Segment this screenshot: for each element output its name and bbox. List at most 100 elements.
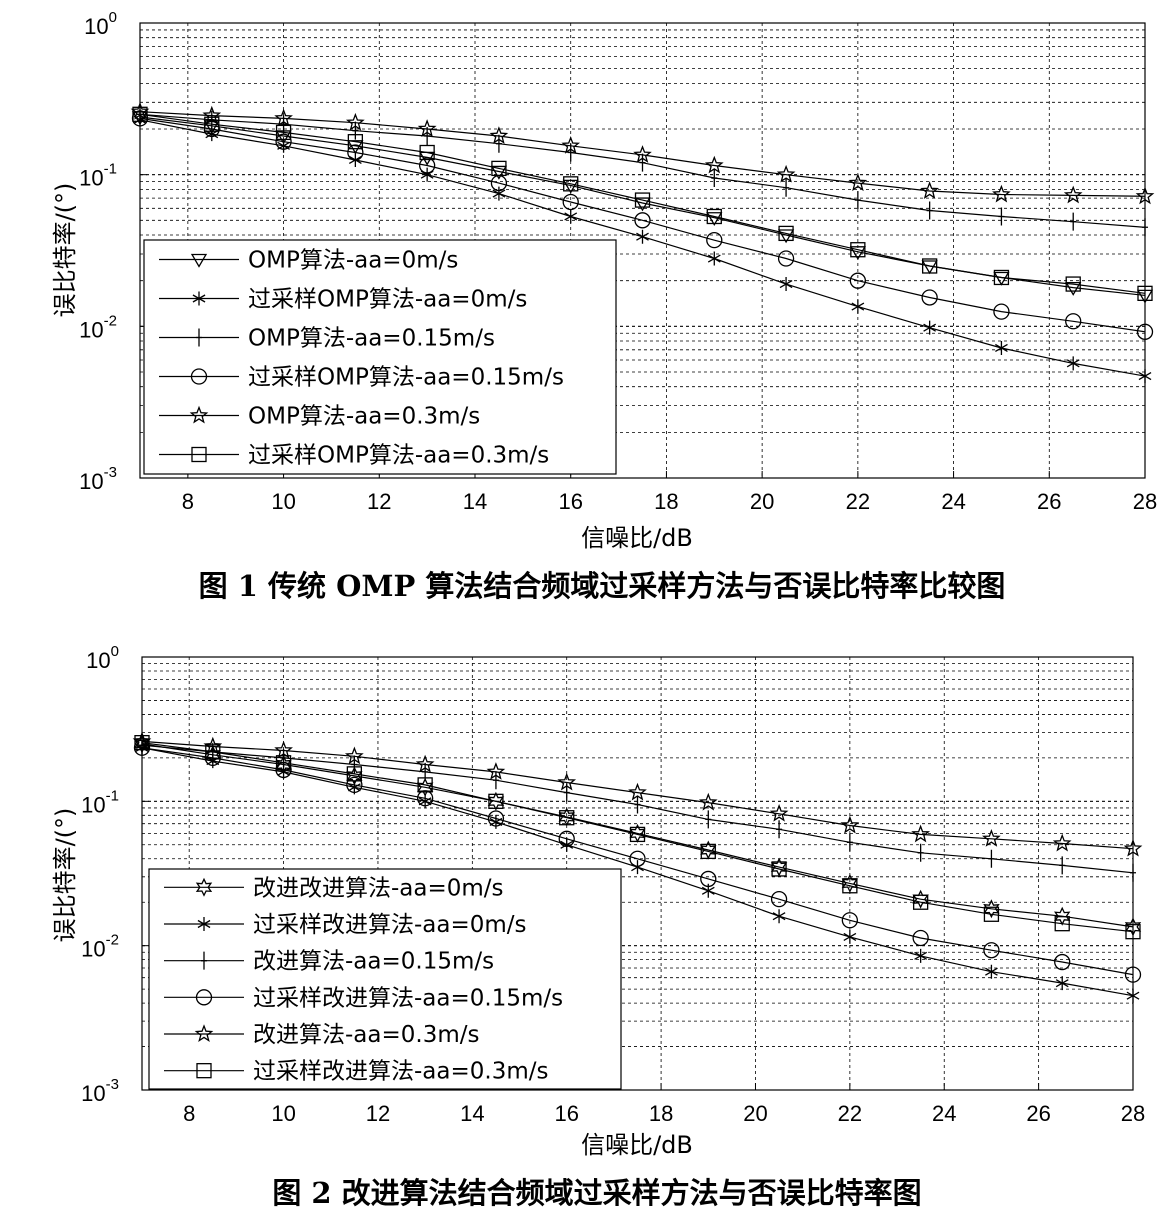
series-circle: [131, 110, 1154, 340]
x-tick-label: 8: [182, 489, 194, 514]
series-line: [141, 744, 1134, 874]
legend-marker: [195, 877, 213, 897]
series-group: [130, 101, 1155, 384]
data-point: [351, 755, 358, 774]
data-point: [776, 164, 796, 183]
legend-item: 过采样OMP算法-aa=0m/s: [159, 287, 527, 313]
data-point: [983, 906, 1000, 922]
data-point: [1070, 212, 1077, 231]
data-point: [564, 209, 578, 224]
series-group: [132, 731, 1143, 1003]
plot-frame: [139, 22, 1146, 479]
data-point: [777, 250, 795, 267]
data-point: [417, 777, 433, 793]
legend-label: OMP算法-aa=0.3m/s: [248, 404, 480, 430]
data-point: [776, 820, 783, 839]
data-point: [491, 160, 507, 177]
legend-item: 改进算法-aa=0.15m/s: [164, 949, 494, 975]
data-point: [352, 121, 359, 140]
data-point: [772, 909, 786, 924]
x-tick-label: 12: [366, 1101, 390, 1126]
data-point: [628, 782, 647, 801]
data-point: [988, 849, 995, 868]
series-line: [139, 111, 1146, 197]
data-point: [705, 810, 712, 829]
legend-marker: [196, 328, 202, 347]
data-point: [275, 133, 292, 150]
legend-label: 改进改进算法-aa=0m/s: [253, 875, 504, 901]
x-tick-label: 16: [554, 1101, 578, 1126]
figure-caption: 图 1 传统 OMP 算法结合频域过采样方法与否误比特率比较图: [199, 569, 1006, 603]
legend-item: 过采样改进算法-aa=0m/s: [164, 912, 527, 938]
data-point: [770, 891, 788, 908]
data-point: [634, 212, 651, 229]
data-point: [1055, 976, 1069, 991]
y-tick-label: 100: [84, 9, 117, 39]
data-point: [706, 208, 722, 225]
x-tick-label: 14: [460, 1101, 484, 1126]
series-plus: [139, 736, 1136, 882]
data-point: [1052, 833, 1072, 852]
data-point: [415, 754, 435, 773]
legend-label: 改进算法-aa=0.3m/s: [253, 1022, 479, 1048]
data-point: [846, 833, 853, 852]
data-point: [633, 145, 652, 163]
data-point: [926, 201, 933, 220]
legend-item: 过采样OMP算法-aa=0.15m/s: [159, 365, 564, 391]
legend-marker: [197, 917, 211, 931]
legend-item: OMP算法-aa=0.15m/s: [159, 326, 495, 352]
data-point: [700, 843, 716, 860]
x-tick-label: 14: [463, 489, 487, 514]
data-point: [917, 843, 924, 862]
data-point: [347, 144, 364, 161]
legend-box: [143, 239, 617, 475]
data-point: [492, 771, 499, 790]
data-point: [344, 746, 364, 765]
data-point: [488, 793, 504, 809]
data-point: [275, 755, 292, 771]
series-star: [130, 101, 1155, 205]
legend-label: 过采样OMP算法-aa=0.3m/s: [248, 443, 549, 469]
legend-marker: [189, 405, 209, 424]
data-point: [1065, 313, 1082, 330]
data-point: [275, 124, 292, 141]
data-point: [629, 850, 646, 867]
data-point: [347, 134, 364, 150]
data-point: [492, 186, 506, 201]
legend-label: 过采样改进算法-aa=0.15m/s: [253, 985, 563, 1011]
data-point: [779, 277, 793, 292]
data-point: [490, 165, 508, 180]
legend: OMP算法-aa=0m/s 过采样OMP算法-aa=0m/s OMP算法-aa=0.…: [143, 239, 617, 475]
chart-1: 8 10 12 14 16 18 20 22 24 26 28 100 10-1 10-2 10-3 信噪比/…: [51, 9, 1157, 603]
x-axis-label: 信噪比/dB: [581, 524, 693, 552]
data-point: [848, 173, 868, 192]
data-point: [629, 826, 646, 843]
legend-label: 过采样改进算法-aa=0.3m/s: [253, 1059, 548, 1085]
y-tick-label: 10-1: [81, 787, 119, 817]
legend-item: 过采样OMP算法-aa=0.3m/s: [159, 443, 549, 469]
data-point: [851, 299, 865, 314]
data-point: [912, 894, 929, 910]
data-point: [486, 762, 506, 780]
legend-item: 改进算法-aa=0.3m/s: [164, 1022, 479, 1048]
data-point: [634, 197, 651, 212]
data-point: [850, 242, 866, 258]
data-point: [639, 153, 646, 172]
data-point: [843, 929, 857, 944]
figure-caption: 图 2 改进算法结合频域过采样方法与否误比特率图: [272, 1176, 921, 1210]
data-point: [995, 340, 1008, 355]
axes: 8 10 12 14 16 18 20 22 24 26 28 100 10-1 10-2 10-3: [81, 643, 1145, 1126]
data-point: [567, 143, 574, 162]
legend-label: OMP算法-aa=0m/s: [248, 248, 458, 274]
data-point: [559, 810, 575, 826]
legend-marker: [192, 291, 206, 306]
legend-item: OMP算法-aa=0.3m/s: [159, 404, 480, 430]
legend: 改进改进算法-aa=0m/s 过采样改进算法-aa=0m/s 改进算法-aa=0.1…: [148, 868, 622, 1090]
data-point: [840, 815, 860, 834]
data-point: [1054, 953, 1071, 971]
data-point: [842, 878, 858, 894]
x-tick-label: 24: [941, 489, 965, 514]
data-point: [698, 792, 718, 811]
data-point: [562, 193, 579, 211]
